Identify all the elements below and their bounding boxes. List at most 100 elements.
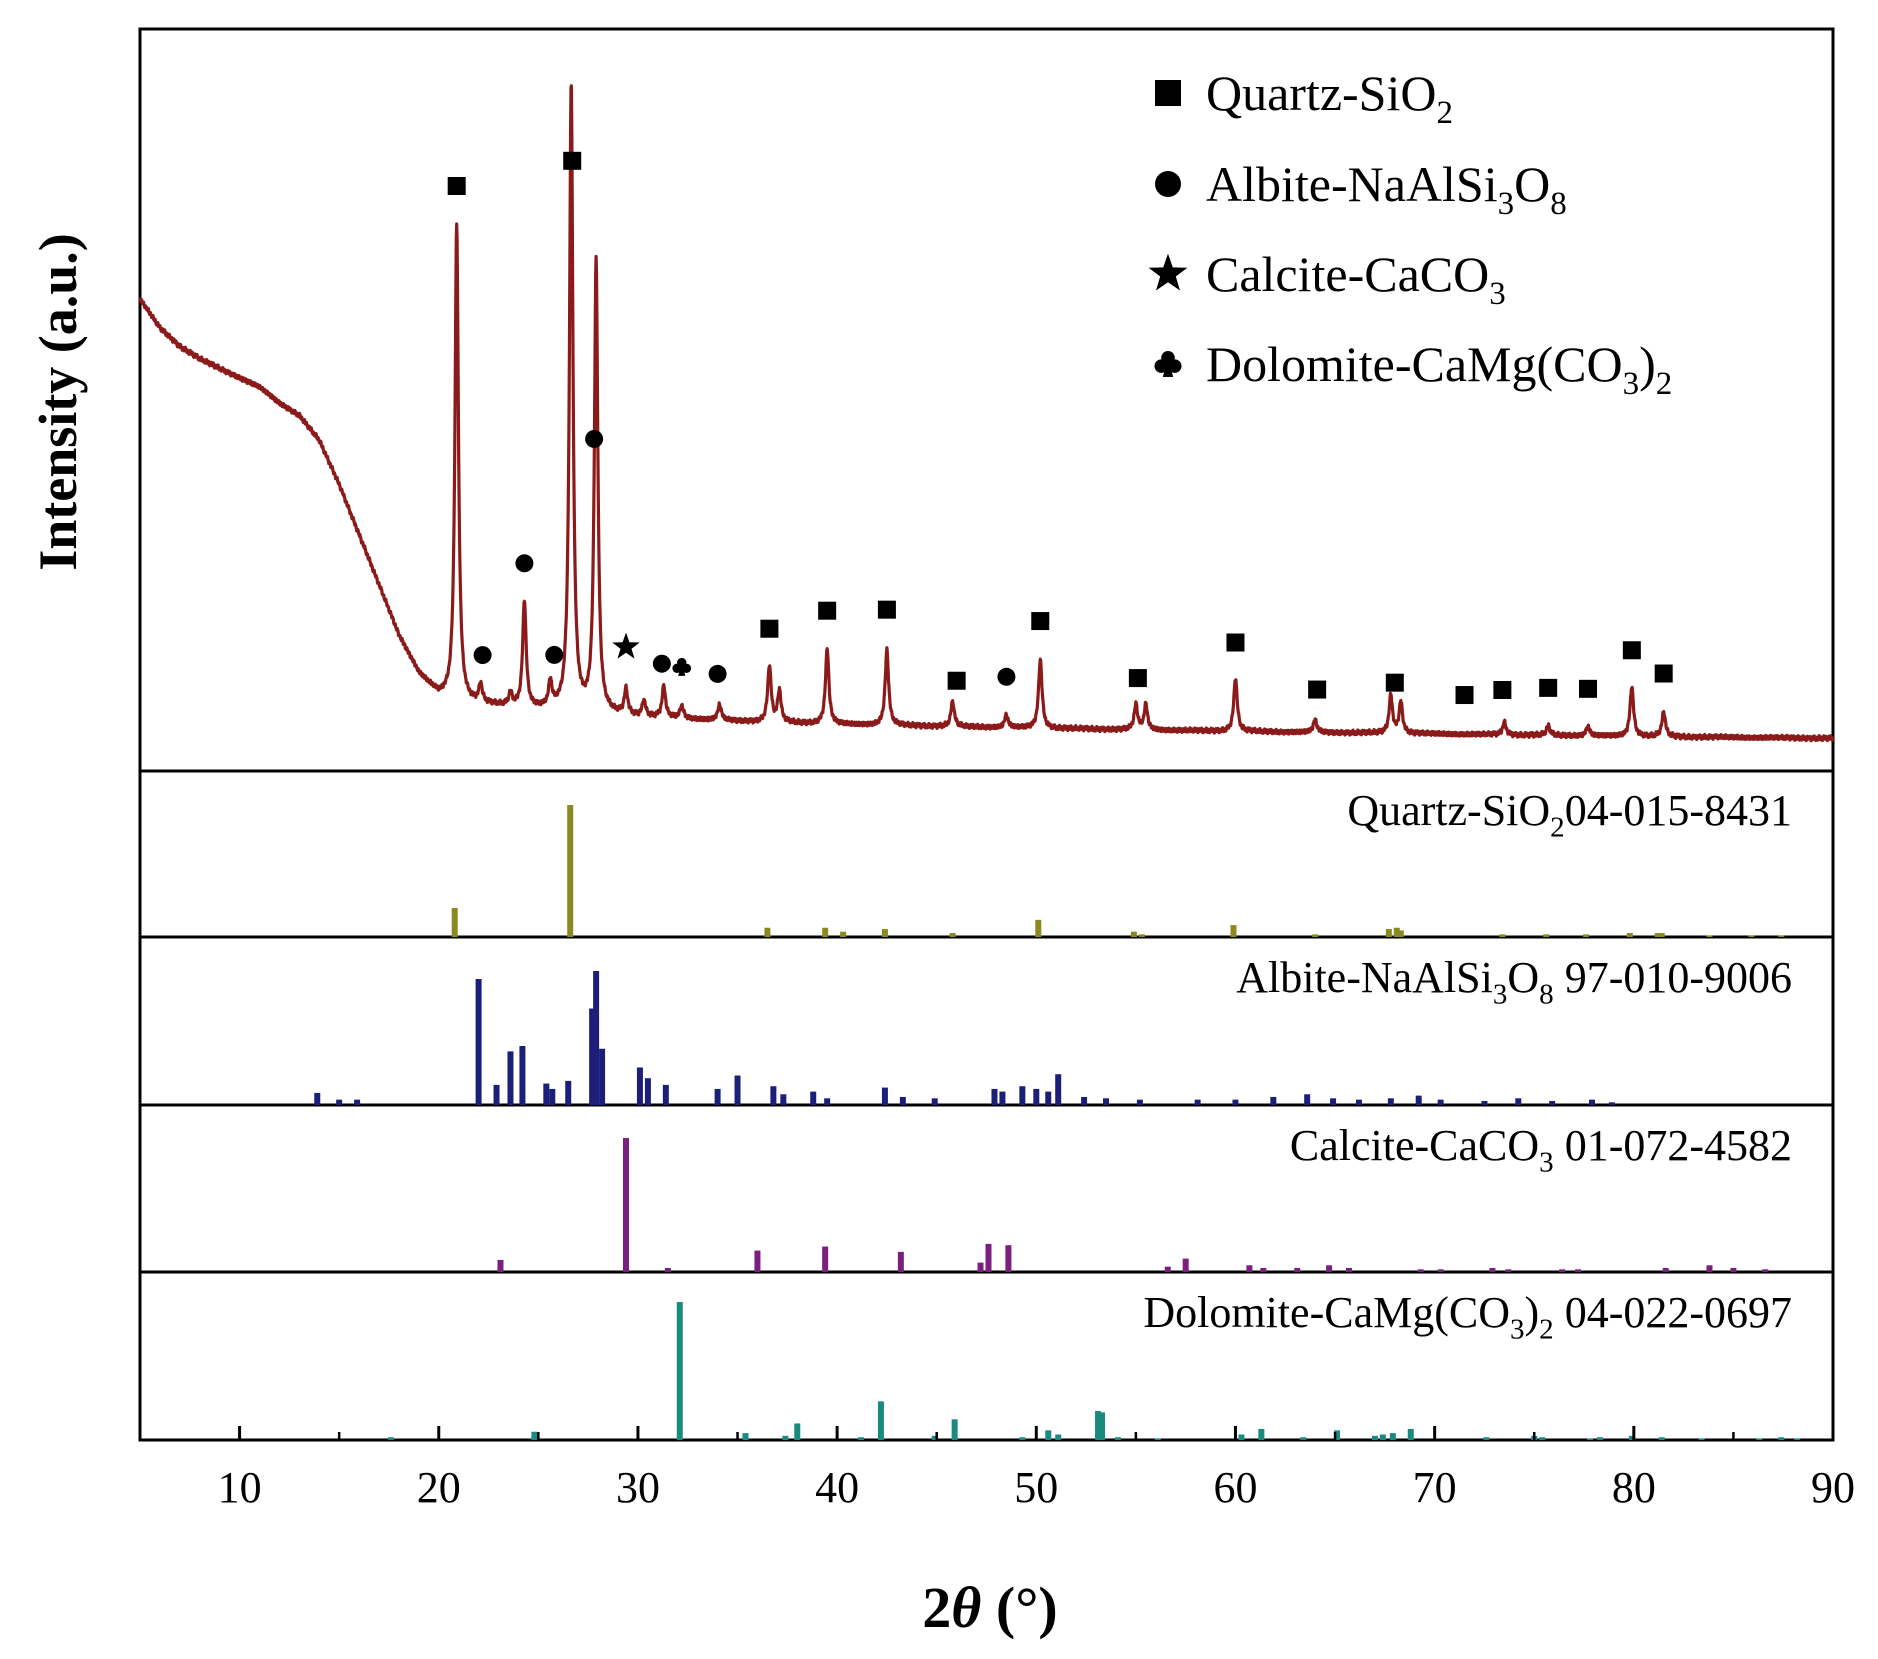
peak-marker-quartz bbox=[877, 600, 896, 619]
x-tick-label: 90 bbox=[1811, 1463, 1855, 1512]
label-part bbox=[1554, 1121, 1565, 1170]
peak-marker-quartz bbox=[563, 151, 582, 170]
label-subscript: 2 bbox=[1437, 95, 1454, 131]
peak-marker-albite bbox=[545, 645, 564, 664]
x-tick-label: 60 bbox=[1213, 1463, 1257, 1512]
label-part: Calcite-CaCO bbox=[1290, 1121, 1539, 1170]
peak-marker-quartz bbox=[1385, 673, 1404, 692]
legend-label-dolomite: Dolomite-CaMg(CO3)2​ bbox=[1206, 336, 1672, 402]
legend: Quartz-SiO2​ Albite-NaAlSi3O8​ Calcite-CaC… bbox=[1148, 65, 1672, 402]
label-part: 04-022-0697 bbox=[1565, 1288, 1792, 1337]
x-tick-label: 30 bbox=[616, 1463, 660, 1512]
peak-marker-albite bbox=[997, 667, 1016, 686]
label-part bbox=[1554, 1288, 1565, 1337]
peak-marker-quartz bbox=[760, 619, 779, 638]
club-leaf bbox=[681, 663, 692, 673]
peak-marker-quartz bbox=[1455, 686, 1474, 705]
reference-label-albite: Albite-NaAlSi3O8 97-010-9006 bbox=[1236, 953, 1792, 1010]
reference-label-quartz: Quartz-SiO2​04-015-8431 bbox=[1347, 786, 1792, 843]
peak-marker-quartz bbox=[947, 671, 966, 690]
label-part: Quartz-SiO bbox=[1206, 65, 1437, 121]
reference-patterns-layer bbox=[314, 805, 1801, 1440]
label-subscript: 3 bbox=[1498, 186, 1515, 222]
label-part: O bbox=[1514, 156, 1550, 212]
reference-label-calcite: Calcite-CaCO3 01-072-4582 bbox=[1290, 1121, 1792, 1178]
label-part: 97-010-9006 bbox=[1565, 953, 1792, 1002]
x-axis-title-part: θ bbox=[951, 1575, 981, 1640]
label-subscript: 8 bbox=[1550, 186, 1567, 222]
label-part bbox=[1554, 953, 1565, 1002]
peak-markers-layer bbox=[447, 151, 1673, 705]
peak-marker-quartz bbox=[818, 601, 837, 620]
peak-marker-quartz bbox=[447, 176, 466, 195]
label-part: Dolomite-CaMg(CO bbox=[1206, 336, 1623, 392]
legend-label-quartz: Quartz-SiO2​ bbox=[1206, 65, 1453, 131]
reference-pattern-calcite bbox=[497, 1138, 1769, 1272]
club-leaf bbox=[1154, 359, 1168, 373]
x-tick-label: 80 bbox=[1612, 1463, 1656, 1512]
peak-marker-quartz bbox=[1128, 669, 1147, 688]
reference-pattern-albite bbox=[314, 971, 1615, 1105]
x-axis-title-part: 2 bbox=[922, 1575, 951, 1640]
legend-marker-dolomite bbox=[1154, 351, 1182, 377]
x-axis: 10 20 30 40 50 60 70 80 90 bbox=[138, 1426, 1855, 1512]
panels-layer bbox=[138, 27, 1835, 1442]
peak-marker-quartz bbox=[1308, 680, 1327, 699]
label-subscript: 8 bbox=[1539, 978, 1554, 1010]
label-part: 01-072-4582 bbox=[1565, 1121, 1792, 1170]
legend-label-calcite: Calcite-CaCO3​ bbox=[1206, 246, 1506, 312]
label-part: 04-015-8431 bbox=[1565, 786, 1792, 835]
label-part: ) bbox=[1639, 336, 1656, 392]
label-part: Calcite-CaCO bbox=[1206, 246, 1489, 302]
peak-marker-albite bbox=[585, 429, 604, 448]
peak-marker-albite bbox=[515, 554, 534, 573]
peak-marker-albite bbox=[708, 664, 727, 683]
label-subscript: 2 bbox=[1550, 811, 1565, 843]
peak-marker-calcite bbox=[612, 632, 640, 659]
reference-labels-layer: Quartz-SiO2​04-015-8431 Albite-NaAlSi3O8 … bbox=[1143, 786, 1792, 1345]
label-subscript: 3 bbox=[1493, 978, 1508, 1010]
label-subscript: 2 bbox=[1656, 366, 1673, 402]
label-subscript: 2 bbox=[1539, 1313, 1554, 1345]
peak-marker-quartz bbox=[1654, 664, 1673, 683]
club-leaf bbox=[1168, 359, 1182, 373]
x-tick-label: 50 bbox=[1014, 1463, 1058, 1512]
label-subscript: 3 bbox=[1489, 276, 1506, 312]
label-part: Albite-NaAlSi bbox=[1236, 953, 1493, 1002]
club-leaf bbox=[672, 663, 682, 673]
peak-marker-quartz bbox=[1579, 679, 1598, 698]
club-stem bbox=[678, 666, 686, 676]
label-subscript: 3 bbox=[1539, 1146, 1554, 1178]
label-part: Albite-NaAlSi bbox=[1206, 156, 1498, 212]
x-tick-label: 10 bbox=[218, 1463, 262, 1512]
peak-marker-dolomite bbox=[672, 657, 692, 676]
label-subscript: 3 bbox=[1510, 1313, 1525, 1345]
series-xrd-pattern bbox=[138, 84, 1835, 743]
peak-marker-quartz bbox=[1622, 641, 1641, 660]
legend-marker-quartz bbox=[1155, 80, 1181, 106]
main-pattern-layer bbox=[138, 84, 1835, 743]
label-part: O bbox=[1507, 953, 1539, 1002]
peak-marker-quartz bbox=[1226, 633, 1245, 652]
label-subscript: 3 bbox=[1623, 366, 1640, 402]
reference-pattern-quartz bbox=[451, 805, 1785, 937]
club-stem bbox=[1162, 364, 1174, 377]
peak-marker-quartz bbox=[1493, 680, 1512, 699]
x-tick-label: 70 bbox=[1413, 1463, 1457, 1512]
legend-marker-calcite bbox=[1148, 253, 1188, 291]
peak-marker-quartz bbox=[1031, 612, 1050, 631]
label-part: Quartz-SiO bbox=[1347, 786, 1550, 835]
label-part: ) bbox=[1525, 1288, 1540, 1337]
y-axis-title: Intensity (a.u.) bbox=[28, 233, 88, 571]
legend-marker-albite bbox=[1155, 171, 1181, 197]
peak-marker-quartz bbox=[1539, 678, 1558, 697]
peak-marker-albite bbox=[652, 654, 671, 673]
plot-frame bbox=[138, 27, 1835, 1442]
x-tick-label: 40 bbox=[815, 1463, 859, 1512]
x-axis-title: 2θ (°) bbox=[922, 1575, 1057, 1640]
x-tick-label: 20 bbox=[417, 1463, 461, 1512]
x-axis-title-part: (°) bbox=[981, 1575, 1057, 1640]
